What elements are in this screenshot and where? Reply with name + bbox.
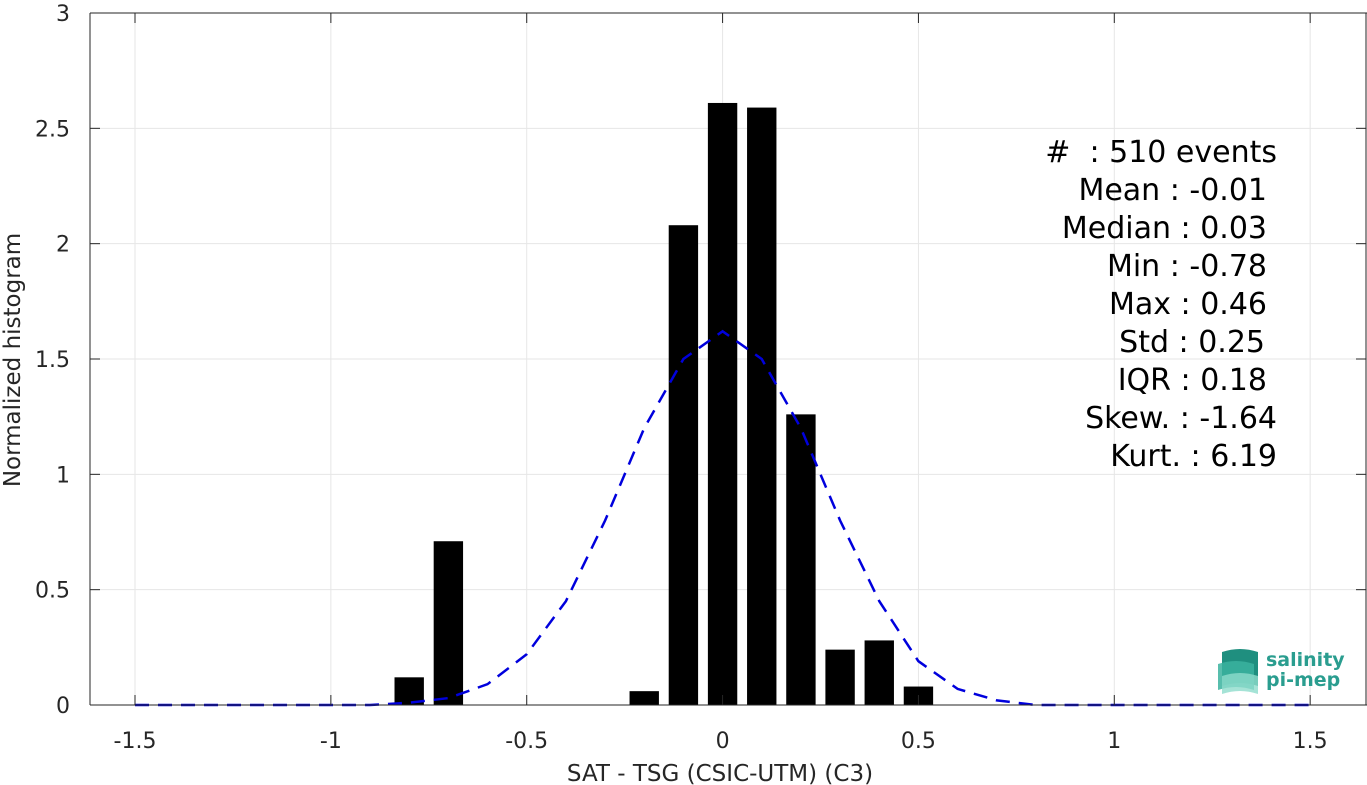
x-tick-labels: -1.5 -1 -0.5 0 0.5 1 1.5 xyxy=(114,729,1328,754)
y-tick-labels: 0 0.5 1 1.5 2 2.5 3 xyxy=(35,2,70,719)
x-tick-label: 1 xyxy=(1107,729,1121,754)
histogram-bar xyxy=(825,649,855,705)
stat-max: Max : 0.46 xyxy=(1109,287,1267,322)
x-tick-label: 1.5 xyxy=(1293,729,1328,754)
x-tick-label: 0.5 xyxy=(901,729,936,754)
stat-mean: Mean : -0.01 xyxy=(1078,173,1267,208)
stat-std: Std : 0.25 xyxy=(1119,325,1265,360)
stat-skew: Skew. : -1.64 xyxy=(1085,401,1277,436)
x-tick-label: -1.5 xyxy=(114,729,157,754)
axes-frame xyxy=(89,12,1367,706)
histogram-bar xyxy=(707,102,738,705)
x-tick-label: 0 xyxy=(716,729,730,754)
stat-iqr: IQR : 0.18 xyxy=(1118,363,1267,398)
stat-min: Min : -0.78 xyxy=(1107,249,1267,284)
y-tick-label: 2.5 xyxy=(35,117,70,142)
salinity-pimep-logo: salinity pi-mep xyxy=(1218,649,1345,694)
fit-curve-line xyxy=(135,329,1311,707)
y-tick-label: 0 xyxy=(56,694,70,719)
y-tick-label: 1.5 xyxy=(35,348,70,373)
histogram-bar xyxy=(433,541,464,705)
histogram-bar xyxy=(786,414,816,705)
logo-line1: salinity xyxy=(1266,649,1345,671)
x-tick-label: -1 xyxy=(320,729,342,754)
histogram-bar xyxy=(629,691,659,705)
wave-icon xyxy=(1218,649,1258,694)
histogram-bars xyxy=(394,102,934,706)
y-tick-label: 1 xyxy=(56,463,70,488)
histogram-bar xyxy=(747,107,777,705)
y-tick-label: 0.5 xyxy=(35,579,70,604)
y-tick-label: 2 xyxy=(56,233,70,258)
histogram-bar xyxy=(864,640,894,705)
stat-kurt: Kurt. : 6.19 xyxy=(1110,439,1277,474)
logo-line2: pi-mep xyxy=(1266,669,1340,691)
y-axis-label: Normalized histogram xyxy=(0,233,26,487)
stat-median: Median : 0.03 xyxy=(1062,211,1267,246)
x-tick-label: -0.5 xyxy=(505,729,548,754)
histogram-bar xyxy=(668,225,699,706)
gaussian-fit xyxy=(135,329,1311,707)
y-tick-label: 3 xyxy=(56,2,70,27)
x-axis-label: SAT - TSG (CSIC-UTM) (C3) xyxy=(567,761,873,785)
stat-events: # : 510 events xyxy=(1045,135,1277,170)
statistics-box: # : 510 events Mean : -0.01 Median : 0.0… xyxy=(1045,135,1277,474)
